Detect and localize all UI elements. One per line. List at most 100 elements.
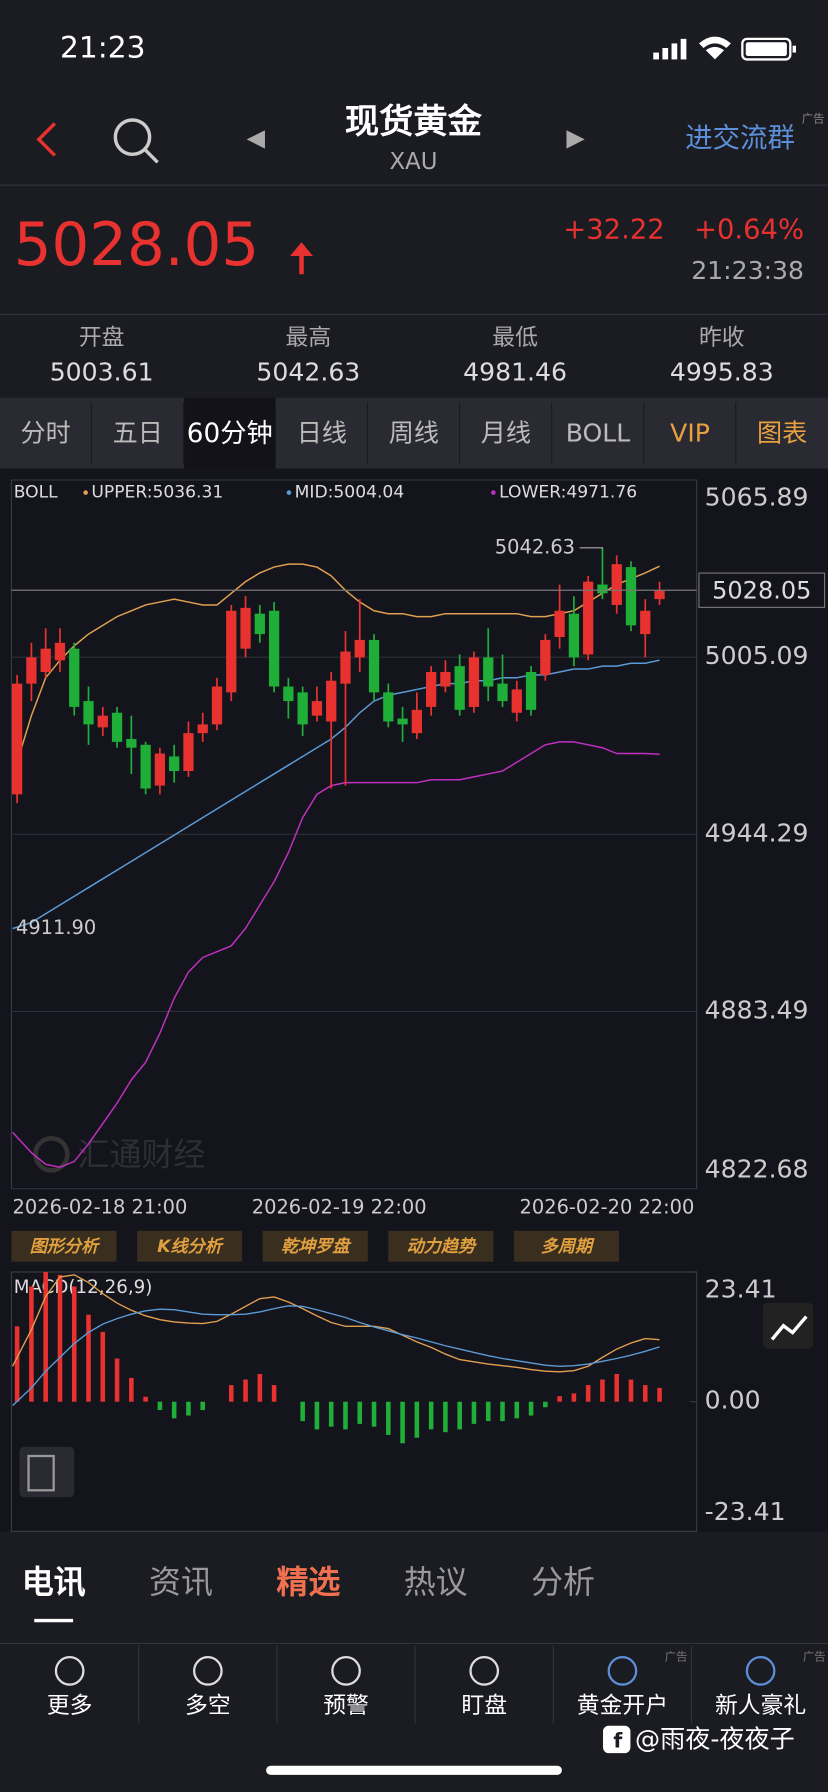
y-tick-label: 4883.49	[705, 995, 809, 1024]
candle-body	[468, 657, 480, 707]
x-tick-label: 2026-02-20 22:00	[520, 1195, 695, 1218]
stat-value: 5042.63	[256, 358, 360, 387]
tool-button[interactable]	[262, 1230, 368, 1262]
tab[interactable]: 分时	[21, 418, 71, 447]
macd-bar	[171, 1401, 177, 1419]
legend-dot	[83, 490, 88, 495]
back-button[interactable]	[36, 122, 57, 157]
tab[interactable]: 60分钟	[187, 419, 273, 449]
nav-label[interactable]: 新人豪礼	[715, 1693, 806, 1719]
tab[interactable]: 月线	[481, 418, 531, 447]
macd-bar	[657, 1387, 662, 1402]
search-button[interactable]	[113, 118, 159, 164]
macd-bar	[343, 1401, 348, 1430]
tab[interactable]: 周线	[389, 418, 439, 447]
nav-label[interactable]: 盯盘	[461, 1693, 507, 1719]
credit-icon: f	[603, 1725, 631, 1754]
news-tab[interactable]: 电讯	[22, 1563, 86, 1601]
change-pct: +0.64%	[694, 214, 804, 245]
svg-text:f: f	[613, 1729, 623, 1753]
macd-bar	[300, 1401, 305, 1422]
nav-label[interactable]: 预警	[323, 1693, 369, 1719]
change: +32.22	[563, 214, 664, 245]
macd-tick-label: -23.41	[705, 1497, 786, 1526]
macd-bar	[400, 1401, 405, 1444]
indicator-button[interactable]	[762, 1302, 814, 1349]
stat-value: 4995.83	[670, 358, 774, 387]
candle-body	[383, 692, 394, 722]
macd-bar	[414, 1401, 420, 1438]
tool-button[interactable]	[388, 1230, 494, 1262]
candle-body	[154, 753, 166, 786]
candle-body	[326, 680, 337, 722]
macd-bar	[328, 1401, 334, 1427]
tab[interactable]: 五日	[113, 418, 163, 447]
prev-button[interactable]	[246, 130, 265, 149]
boll-line	[12, 659, 660, 930]
high-label: 5042.63	[495, 535, 575, 558]
y-tick-label: 5005.09	[705, 641, 809, 670]
nav-ad: 广告	[803, 1650, 826, 1664]
candle-body	[69, 648, 80, 707]
news-tab[interactable]: 热议	[404, 1563, 468, 1601]
news-tab[interactable]: 资讯	[149, 1563, 213, 1601]
tool-label[interactable]: 动力趋势	[407, 1237, 477, 1257]
macd-bar	[428, 1401, 434, 1430]
nav-icon[interactable]	[745, 1655, 776, 1686]
candle-body	[183, 733, 194, 772]
candle-body	[283, 686, 294, 702]
tab[interactable]: VIP	[670, 418, 710, 447]
macd-bar	[157, 1401, 163, 1411]
news-tab[interactable]: 精选	[276, 1563, 340, 1601]
status-time: 21:23	[60, 31, 146, 66]
candle-body	[226, 610, 237, 693]
home-indicator	[266, 1765, 562, 1775]
macd-bar	[186, 1401, 191, 1416]
macd-tick-label: 23.41	[705, 1274, 777, 1303]
candle-body	[83, 701, 94, 725]
tool-label[interactable]: 图形分析	[30, 1237, 101, 1257]
nav-label[interactable]: 多空	[185, 1693, 231, 1719]
nav-label[interactable]: 更多	[47, 1693, 93, 1719]
macd-bar	[143, 1396, 148, 1402]
nav-icon[interactable]	[607, 1655, 638, 1686]
ad-tag: 广告	[802, 111, 825, 125]
news-tab[interactable]: 分析	[531, 1563, 595, 1601]
stat-label: 最高	[286, 325, 332, 351]
candle-body	[625, 567, 637, 626]
next-button[interactable]	[566, 130, 585, 149]
indicator-name: BOLL	[14, 483, 58, 503]
tool-label[interactable]: 多周期	[541, 1237, 595, 1257]
nav-icon[interactable]	[469, 1655, 500, 1686]
status-icons	[653, 36, 797, 61]
candle-body	[197, 724, 208, 734]
tool-label[interactable]: 乾坤罗盘	[281, 1237, 352, 1257]
legend-dot	[491, 490, 496, 495]
macd-bar	[543, 1401, 548, 1408]
tab[interactable]: BOLL	[566, 418, 631, 447]
tool-button[interactable]	[137, 1230, 243, 1262]
candle-body	[97, 715, 108, 728]
tool-button[interactable]	[11, 1230, 117, 1262]
nav-icon[interactable]	[54, 1655, 85, 1686]
nav-label[interactable]: 黄金开户	[577, 1693, 668, 1719]
candle-body	[26, 657, 37, 684]
candle-body	[454, 666, 465, 710]
stat-value: 5003.61	[50, 358, 154, 387]
candle-body	[297, 692, 308, 725]
tab[interactable]: 日线	[297, 418, 347, 447]
screenshot-button[interactable]	[19, 1446, 75, 1498]
nav-icon[interactable]	[193, 1655, 223, 1686]
group-link[interactable]: 进交流群	[685, 123, 795, 154]
macd-bar	[557, 1396, 562, 1402]
tool-label[interactable]: K线分析	[157, 1237, 224, 1257]
candle-body	[368, 639, 380, 693]
tool-button[interactable]	[513, 1230, 620, 1262]
macd-bar	[585, 1385, 591, 1402]
nav-icon[interactable]	[331, 1655, 361, 1686]
macd-bar	[443, 1401, 448, 1433]
candle-body	[140, 744, 151, 789]
candle-body	[211, 686, 223, 725]
candle-body	[440, 671, 451, 687]
tab[interactable]: 图表	[757, 418, 807, 447]
